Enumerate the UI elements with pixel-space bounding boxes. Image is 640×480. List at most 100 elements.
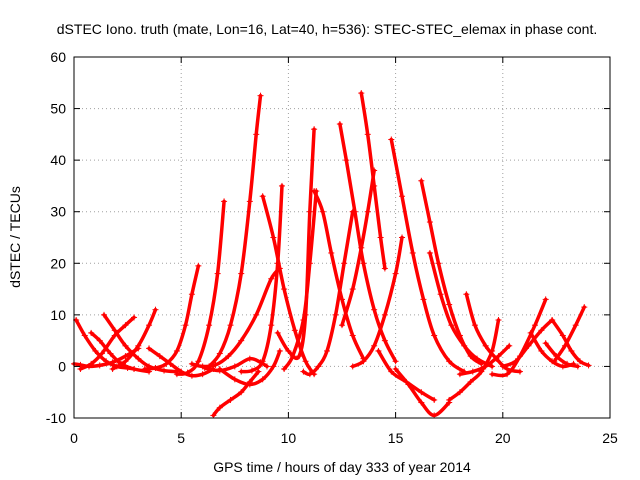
data-point bbox=[542, 296, 549, 303]
data-point bbox=[448, 322, 455, 329]
data-point bbox=[431, 412, 438, 419]
data-point bbox=[576, 358, 583, 365]
data-point bbox=[88, 360, 95, 367]
data-point bbox=[146, 345, 153, 352]
data-point bbox=[306, 260, 313, 267]
data-point bbox=[306, 371, 313, 378]
data-point bbox=[281, 366, 288, 373]
data-point bbox=[349, 286, 356, 293]
data-point bbox=[358, 90, 365, 97]
data-point bbox=[135, 342, 142, 349]
data-point bbox=[227, 322, 234, 329]
data-point bbox=[399, 193, 406, 200]
data-point bbox=[253, 131, 260, 138]
data-point bbox=[161, 367, 168, 374]
series-layer bbox=[71, 90, 592, 419]
data-point bbox=[405, 381, 412, 388]
data-point bbox=[238, 337, 245, 344]
data-point bbox=[392, 358, 399, 365]
data-point bbox=[495, 317, 502, 324]
x-tick-label: 15 bbox=[388, 430, 404, 446]
satellite-track-38 bbox=[552, 305, 587, 364]
data-point bbox=[231, 376, 238, 383]
data-point bbox=[246, 198, 253, 205]
data-point bbox=[426, 219, 433, 226]
data-point bbox=[103, 358, 110, 365]
data-point bbox=[188, 360, 195, 367]
data-point bbox=[268, 275, 275, 282]
data-point bbox=[173, 371, 180, 378]
satellite-track-36 bbox=[543, 341, 580, 369]
data-point bbox=[182, 322, 189, 329]
data-point bbox=[184, 369, 191, 376]
data-point bbox=[371, 342, 378, 349]
data-point bbox=[568, 347, 575, 354]
data-point bbox=[135, 355, 142, 362]
data-point bbox=[214, 270, 221, 277]
ticks bbox=[73, 56, 611, 419]
data-point bbox=[92, 347, 99, 354]
data-point bbox=[311, 188, 318, 195]
data-point bbox=[332, 311, 339, 318]
data-point bbox=[146, 322, 153, 329]
data-point bbox=[101, 311, 108, 318]
data-point bbox=[238, 389, 245, 396]
data-point bbox=[248, 367, 255, 374]
data-point bbox=[216, 366, 223, 373]
data-point bbox=[216, 350, 223, 357]
data-point bbox=[463, 291, 470, 298]
data-point bbox=[98, 350, 105, 357]
data-point bbox=[328, 249, 335, 256]
data-point bbox=[96, 362, 103, 369]
data-point bbox=[431, 396, 438, 403]
satellite-track-20 bbox=[312, 189, 366, 361]
data-point bbox=[259, 358, 266, 365]
data-point bbox=[499, 363, 506, 370]
data-point bbox=[360, 358, 367, 365]
data-point bbox=[482, 342, 489, 349]
data-point bbox=[446, 301, 453, 308]
data-point bbox=[559, 332, 566, 339]
data-point bbox=[358, 244, 365, 251]
data-point bbox=[336, 121, 343, 128]
data-point bbox=[263, 363, 270, 370]
data-point bbox=[471, 322, 478, 329]
data-point bbox=[188, 291, 195, 298]
data-point bbox=[585, 362, 592, 369]
data-point bbox=[371, 167, 378, 174]
data-point bbox=[343, 157, 350, 164]
data-point bbox=[527, 329, 534, 336]
y-tick-label: 50 bbox=[50, 101, 66, 117]
data-point bbox=[456, 371, 463, 378]
y-tick-label: -10 bbox=[46, 410, 66, 426]
data-point bbox=[195, 262, 202, 269]
data-point bbox=[323, 347, 330, 354]
satellite-track-13 bbox=[211, 369, 261, 418]
data-point bbox=[319, 208, 326, 215]
data-point bbox=[542, 340, 549, 347]
data-point bbox=[418, 399, 425, 406]
data-point bbox=[469, 368, 476, 375]
data-point bbox=[482, 363, 489, 370]
plot-frame bbox=[73, 56, 611, 419]
y-tick-label: 0 bbox=[58, 358, 66, 374]
y-axis-label: dSTEC / TECUs bbox=[7, 186, 23, 288]
x-tick-label: 0 bbox=[70, 430, 78, 446]
x-tick-label: 25 bbox=[602, 430, 618, 446]
data-point bbox=[206, 322, 213, 329]
data-point bbox=[225, 353, 232, 360]
data-point bbox=[349, 332, 356, 339]
data-point bbox=[122, 342, 129, 349]
data-point bbox=[107, 350, 114, 357]
data-point bbox=[259, 193, 266, 200]
data-point bbox=[296, 353, 303, 360]
data-point bbox=[111, 327, 118, 334]
satellite-track-3 bbox=[78, 315, 136, 371]
data-point bbox=[564, 360, 571, 367]
data-point bbox=[381, 337, 388, 344]
data-point bbox=[122, 358, 129, 365]
data-point bbox=[152, 306, 159, 313]
data-point bbox=[525, 342, 532, 349]
